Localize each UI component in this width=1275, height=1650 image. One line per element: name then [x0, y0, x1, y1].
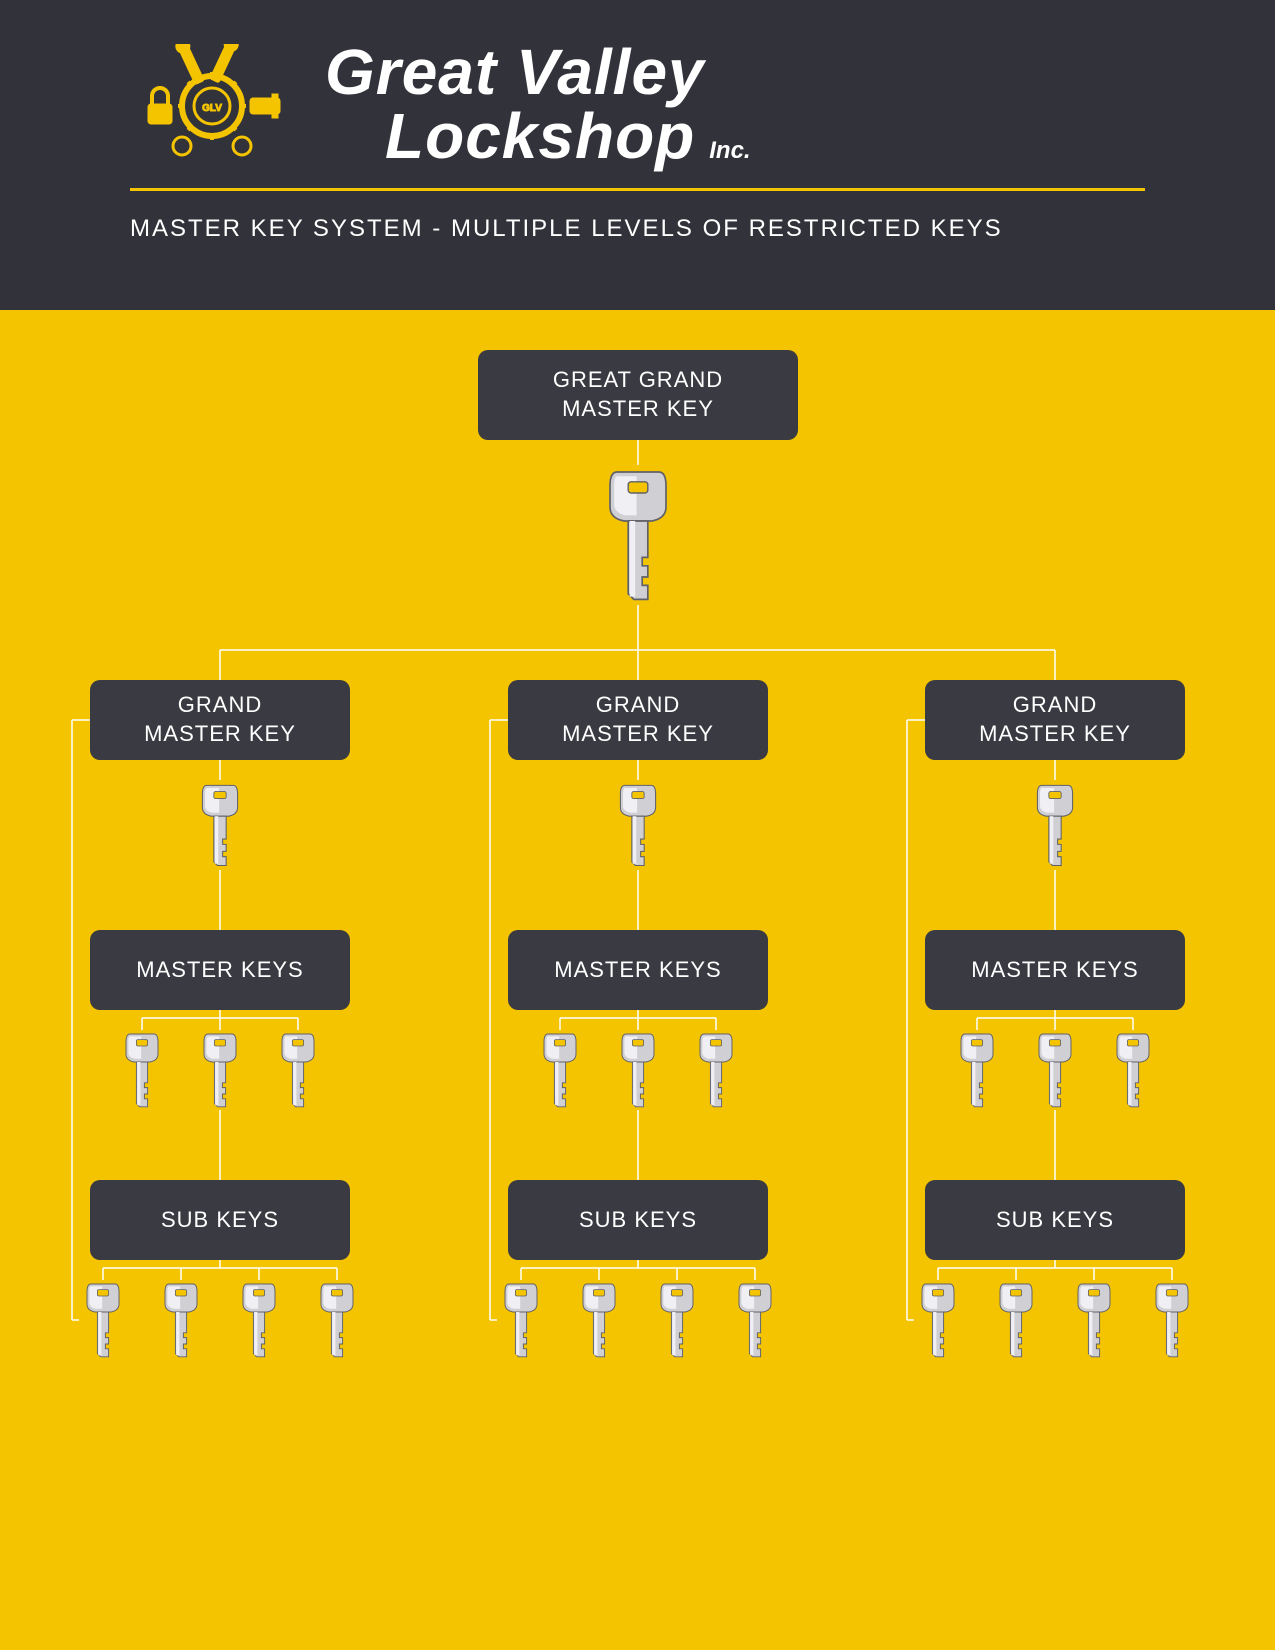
grand-master-box-1: GRANDMASTER KEY: [508, 680, 768, 760]
grand-master-box-0: GRANDMASTER KEY: [90, 680, 350, 760]
master-key-icon-2-2: [1113, 1030, 1153, 1110]
header-subtitle: MASTER KEY SYSTEM - MULTIPLE LEVELS OF R…: [130, 215, 1145, 243]
company-name-line1: Great Valley: [325, 40, 751, 104]
master-keys-box-1: MASTER KEYS: [508, 930, 768, 1010]
master-keys-box-0: MASTER KEYS: [90, 930, 350, 1010]
sub-key-icon-1-2: [657, 1280, 697, 1360]
sub-key-icon-0-1: [161, 1280, 201, 1360]
sub-keys-box-0: SUB KEYS: [90, 1180, 350, 1260]
header: GLV: [0, 0, 1275, 310]
sub-key-icon-2-1: [996, 1280, 1036, 1360]
sub-keys-box-1: SUB KEYS: [508, 1180, 768, 1260]
sub-keys-box-2: SUB KEYS: [925, 1180, 1185, 1260]
master-key-icon-0-0: [122, 1030, 162, 1110]
company-title: Great Valley Lockshop Inc.: [325, 40, 751, 168]
sub-key-icon-0-3: [317, 1280, 357, 1360]
company-suffix: Inc.: [709, 139, 750, 163]
sub-key-icon-0-2: [239, 1280, 279, 1360]
sub-key-icon-2-3: [1152, 1280, 1192, 1360]
hierarchy-diagram: GREAT GRANDMASTER KEY GRANDMASTER KEY MAST…: [0, 310, 1275, 1650]
header-divider: [130, 188, 1145, 191]
master-key-icon-2-0: [957, 1030, 997, 1110]
company-logo: GLV: [130, 44, 295, 164]
root-key-icon: [603, 465, 673, 605]
master-key-icon-0-1: [200, 1030, 240, 1110]
grand-master-key-icon-1: [616, 780, 660, 870]
sub-key-icon-2-0: [918, 1280, 958, 1360]
master-key-icon-1-1: [618, 1030, 658, 1110]
master-keys-box-2: MASTER KEYS: [925, 930, 1185, 1010]
grand-master-key-icon-0: [198, 780, 242, 870]
sub-key-icon-0-0: [83, 1280, 123, 1360]
root-node-box: GREAT GRANDMASTER KEY: [478, 350, 798, 440]
svg-text:GLV: GLV: [202, 103, 222, 114]
grand-master-box-2: GRANDMASTER KEY: [925, 680, 1185, 760]
master-key-icon-1-2: [696, 1030, 736, 1110]
sub-key-icon-1-3: [735, 1280, 775, 1360]
master-key-icon-1-0: [540, 1030, 580, 1110]
sub-key-icon-1-0: [501, 1280, 541, 1360]
master-key-icon-2-1: [1035, 1030, 1075, 1110]
brand-row: GLV: [130, 40, 1145, 168]
master-key-icon-0-2: [278, 1030, 318, 1110]
grand-master-key-icon-2: [1033, 780, 1077, 870]
company-name-line2: Lockshop: [385, 104, 695, 168]
sub-key-icon-1-1: [579, 1280, 619, 1360]
sub-key-icon-2-2: [1074, 1280, 1114, 1360]
